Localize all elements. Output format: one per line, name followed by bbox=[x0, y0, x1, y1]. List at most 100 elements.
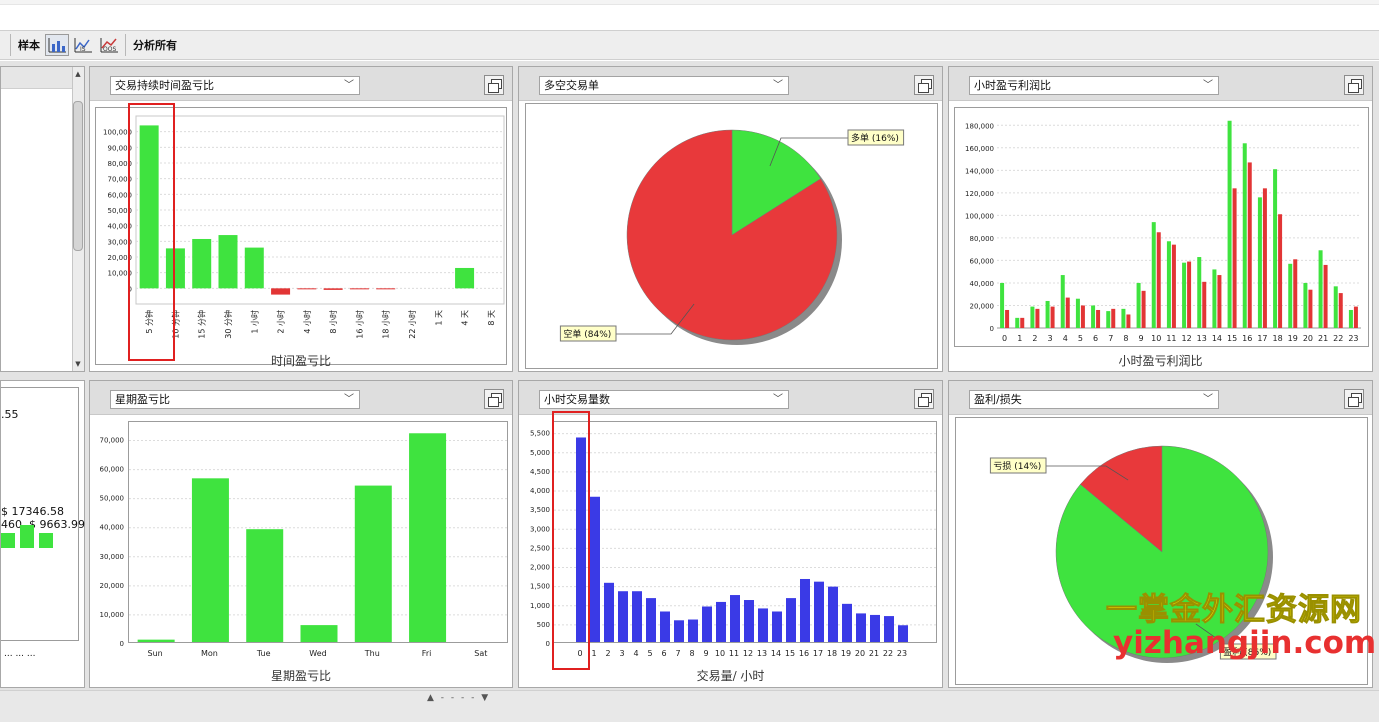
bar bbox=[1091, 305, 1096, 328]
bar bbox=[1080, 305, 1085, 328]
duration-bar-chart: 010,00020,00030,00040,00050,00060,00070,… bbox=[103, 115, 505, 339]
dropdown-value: 多空交易单 bbox=[544, 79, 599, 92]
label-leader bbox=[1046, 465, 1129, 481]
maximize-icon[interactable] bbox=[1344, 75, 1364, 95]
splitter-grip-icon[interactable]: ▲ - - - - ▼ bbox=[427, 693, 491, 703]
bar bbox=[349, 288, 369, 290]
panel-weekday: 星期盈亏比 ﹀ 0 10,000 20,000 30,000 40,000 50,000 6… bbox=[89, 380, 513, 688]
x-tick-label: 11 bbox=[729, 649, 739, 658]
bar bbox=[1050, 306, 1055, 328]
maximize-icon[interactable] bbox=[914, 389, 934, 409]
maximize-icon[interactable] bbox=[484, 75, 504, 95]
x-tick-label: 11 bbox=[1166, 334, 1176, 343]
highlight-box bbox=[552, 411, 590, 670]
chart-select-dropdown[interactable]: 盈利/损失 ﹀ bbox=[969, 390, 1219, 409]
bar bbox=[192, 238, 212, 289]
vertical-scrollbar[interactable]: ▲ ▼ bbox=[72, 67, 84, 371]
chart-area bbox=[553, 421, 937, 643]
maximize-icon[interactable] bbox=[914, 75, 934, 95]
chart-select-dropdown[interactable]: 交易持续时间盈亏比 ﹀ bbox=[110, 76, 360, 95]
x-tick-label: 2 bbox=[1032, 334, 1037, 343]
x-tick-label: 2 bbox=[605, 649, 610, 658]
left-plot-frame bbox=[1, 387, 79, 641]
bar bbox=[1035, 308, 1040, 328]
dropdown-value: 小时盈亏利润比 bbox=[974, 79, 1051, 92]
x-tick-label: 8 bbox=[689, 649, 694, 658]
x-tick-label: 15 bbox=[1227, 334, 1237, 343]
x-tick-label: 12 bbox=[1181, 334, 1191, 343]
maximize-icon[interactable] bbox=[484, 389, 504, 409]
svg-text:IS: IS bbox=[80, 46, 86, 53]
bar bbox=[1242, 143, 1247, 328]
scroll-up-icon[interactable]: ▲ bbox=[75, 70, 81, 78]
bar bbox=[455, 267, 475, 289]
x-tick-label: 8 天 bbox=[487, 310, 496, 326]
bar bbox=[1015, 317, 1020, 328]
bar bbox=[1348, 309, 1353, 328]
bar bbox=[1075, 298, 1080, 328]
left-value-a: .55 bbox=[1, 408, 19, 421]
y-tick-label: 10,000 bbox=[108, 270, 133, 278]
bar bbox=[1060, 275, 1065, 328]
pie-slice bbox=[1055, 445, 1269, 659]
y-tick-label: 3,500 bbox=[530, 506, 550, 514]
chart-select-dropdown[interactable]: 小时交易量数 ﹀ bbox=[539, 390, 789, 409]
scrollbar-thumb[interactable] bbox=[73, 101, 83, 251]
title-band bbox=[0, 5, 1379, 30]
chevron-down-icon: ﹀ bbox=[1203, 394, 1213, 405]
dropdown-value: 交易持续时间盈亏比 bbox=[115, 79, 214, 92]
scroll-down-icon[interactable]: ▼ bbox=[75, 360, 81, 368]
bar bbox=[191, 478, 229, 642]
y-tick-label: 90,000 bbox=[108, 144, 133, 152]
in-sample-button[interactable]: IS bbox=[71, 34, 95, 56]
bar bbox=[730, 595, 740, 642]
y-tick-label: 40,000 bbox=[970, 280, 995, 288]
x-tick-label: 16 bbox=[1242, 334, 1252, 343]
bar bbox=[716, 601, 726, 642]
oos-button[interactable]: OOS bbox=[97, 34, 121, 56]
analyze-all-button[interactable]: 分析所有 bbox=[133, 39, 177, 52]
bar bbox=[1166, 241, 1171, 328]
x-tick-label: 10 bbox=[1151, 334, 1161, 343]
chart-select-dropdown[interactable]: 小时盈亏利润比 ﹀ bbox=[969, 76, 1219, 95]
x-tick-label: 5 bbox=[647, 649, 652, 658]
bar bbox=[1273, 169, 1278, 328]
y-tick-label: 500 bbox=[537, 621, 550, 629]
x-tick-label: 5 bbox=[1078, 334, 1083, 343]
watermark-text: 一掌金外汇资源网 bbox=[1106, 592, 1362, 629]
y-tick-label: 100,000 bbox=[965, 212, 994, 220]
y-tick-label: 1,000 bbox=[530, 602, 550, 610]
bar bbox=[1197, 257, 1202, 328]
bar bbox=[1257, 197, 1262, 328]
maximize-icon[interactable] bbox=[1344, 389, 1364, 409]
chevron-down-icon: ﹀ bbox=[344, 394, 354, 405]
bar bbox=[1247, 162, 1252, 328]
bar bbox=[1000, 282, 1005, 328]
bar bbox=[1187, 261, 1192, 328]
toolbar-separator bbox=[10, 34, 11, 56]
all-chart-button[interactable] bbox=[45, 34, 69, 56]
y-tick-label: 20,000 bbox=[100, 582, 125, 590]
bar bbox=[1121, 308, 1126, 328]
x-tick-label: 7 bbox=[1108, 334, 1113, 343]
x-tick-label: 8 小时 bbox=[328, 310, 338, 334]
chart-area: 多单 (16%) 空单 (84%) bbox=[525, 103, 938, 369]
label-leader bbox=[616, 303, 695, 335]
hourly-count-bar-chart bbox=[554, 433, 936, 642]
bar bbox=[376, 288, 396, 290]
x-tick-label: 18 bbox=[827, 649, 837, 658]
svg-text:OOS: OOS bbox=[103, 46, 116, 53]
bar bbox=[590, 496, 600, 642]
bar bbox=[1288, 263, 1293, 328]
pie-slice bbox=[626, 129, 838, 341]
chart-select-dropdown[interactable]: 多空交易单 ﹀ bbox=[539, 76, 789, 95]
chart-select-dropdown[interactable]: 星期盈亏比 ﹀ bbox=[110, 390, 360, 409]
x-tick-label: 3 bbox=[1048, 334, 1053, 343]
left-tick-dots: ... ... ... bbox=[4, 649, 36, 659]
all-chart-icon bbox=[48, 38, 66, 53]
x-tick-label: 13 bbox=[1197, 334, 1207, 343]
x-tick-label: 5 分钟 bbox=[144, 310, 154, 334]
hourly-pl-bar-chart: 0 20,000 40,000 60,000 80,000 100,000 120,000 1… bbox=[965, 120, 1361, 343]
bottom-splitter[interactable]: ▲ - - - - ▼ bbox=[0, 690, 1379, 722]
top-strip bbox=[0, 0, 1379, 5]
